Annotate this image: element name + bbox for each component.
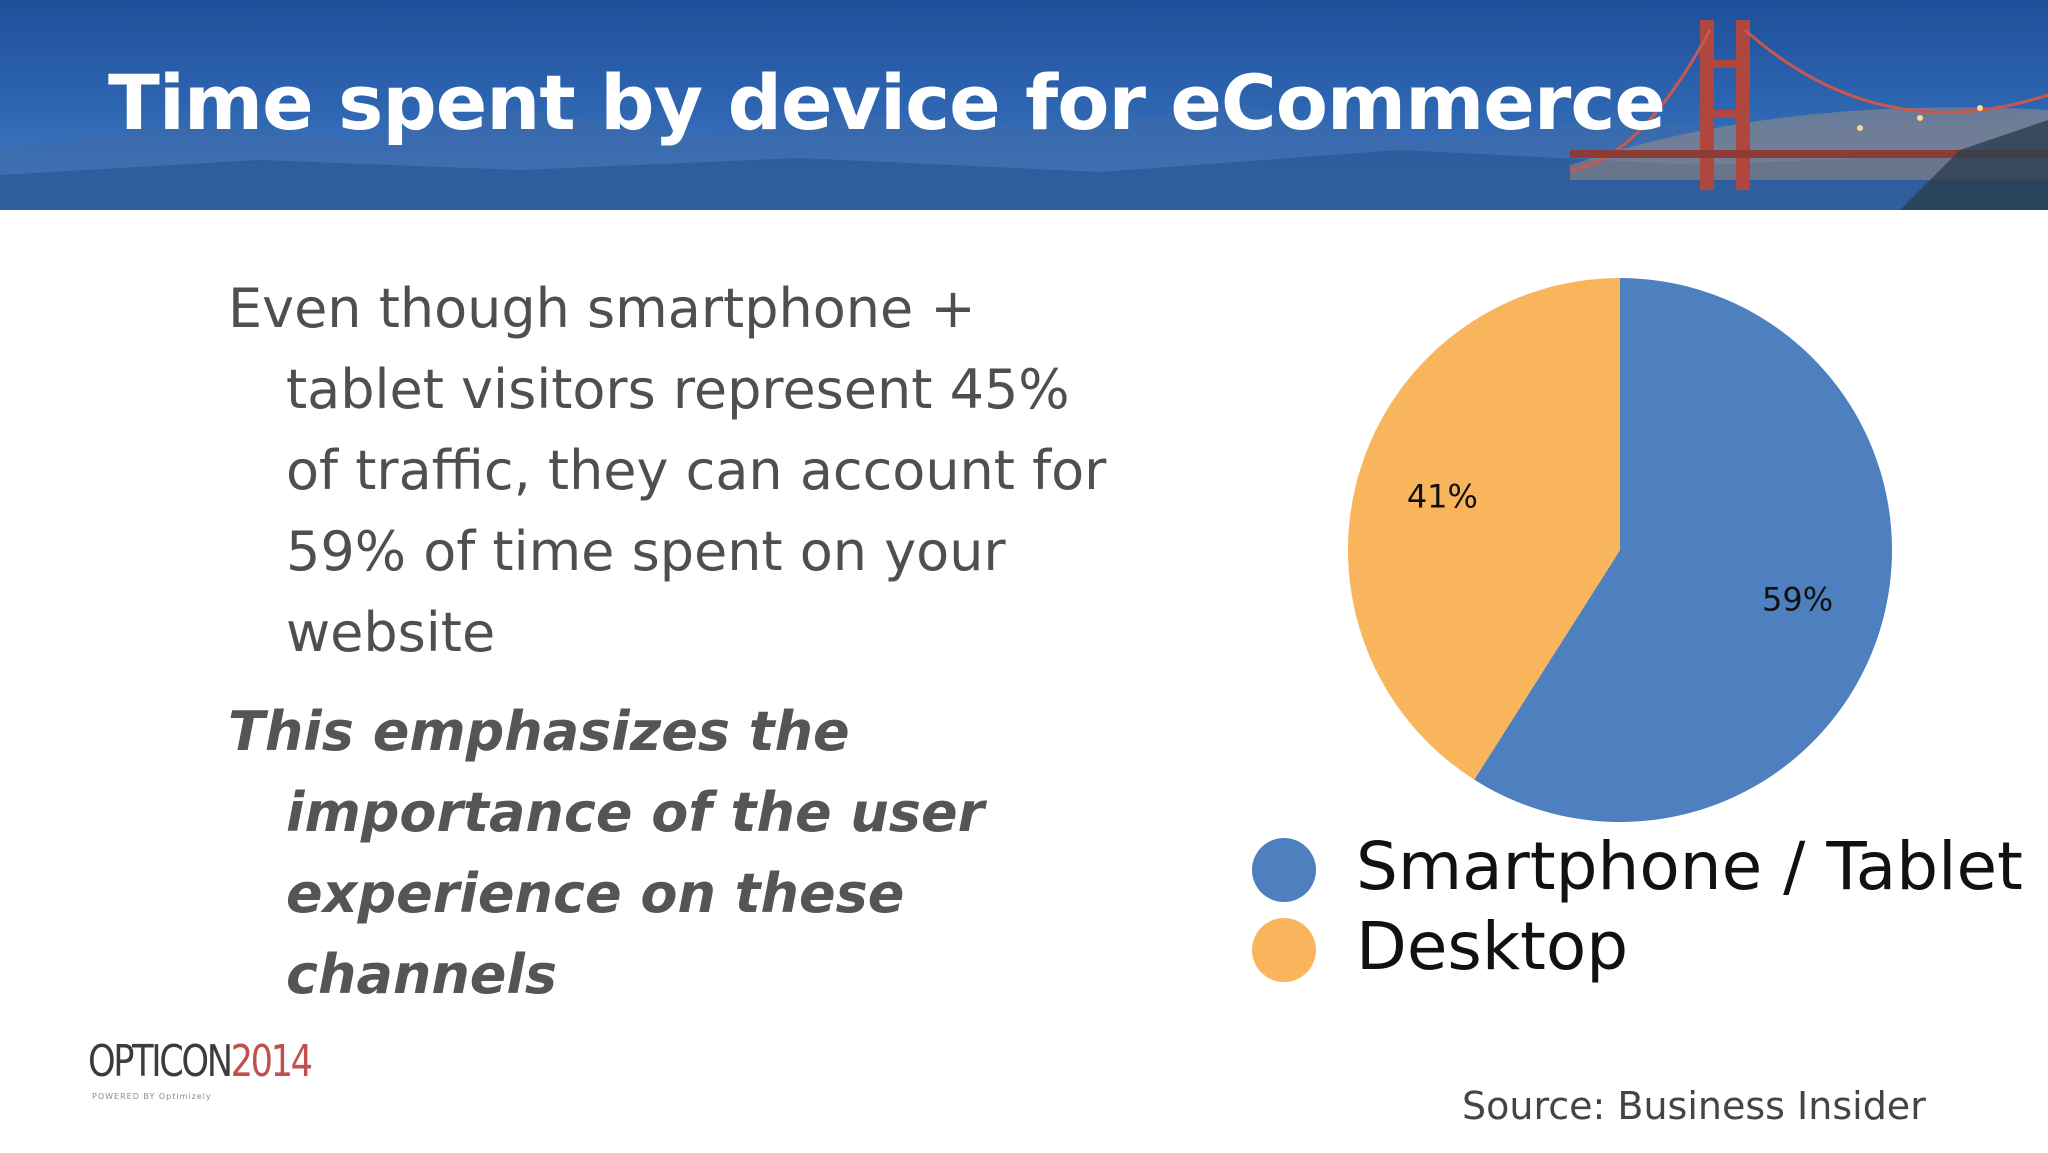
bullet-list: Even though smartphone + tablet visitors… <box>228 268 1128 1033</box>
legend-label-desktop: Desktop <box>1356 908 1629 985</box>
legend-swatch-desktop <box>1252 918 1316 982</box>
logo-year: 2014 <box>230 1036 313 1087</box>
bullet-emphasis: This emphasizes the importance of the us… <box>228 700 985 1006</box>
pie-label-desktop: 41% <box>1407 477 1478 515</box>
logo-wordmark: OPTICON2014 <box>88 1036 313 1087</box>
pie-slice-smartphone-tablet <box>1474 278 1892 822</box>
logo-tagline: POWERED BY Optimizely <box>92 1092 212 1101</box>
legend-swatch-smartphone-tablet <box>1252 838 1316 902</box>
legend-label-smartphone-tablet: Smartphone / Tablet <box>1356 828 2023 905</box>
slide-title: Time spent by device for eCommerce <box>108 58 1666 147</box>
pie-chart: 59% 41% <box>1348 278 1892 822</box>
source-note: Source: Business Insider <box>1462 1084 1926 1128</box>
header-banner: Time spent by device for eCommerce <box>0 0 2048 210</box>
logo-word: OPTICON <box>88 1036 233 1087</box>
bullet-traffic: Even though smartphone + tablet visitors… <box>228 277 1107 664</box>
pie-slice-desktop <box>1348 278 1620 780</box>
opticon-logo: OPTICON2014 POWERED BY Optimizely <box>88 1036 366 1101</box>
bridge-landscape-image <box>0 20 2048 210</box>
pie-label-smartphone-tablet: 59% <box>1762 581 1833 619</box>
